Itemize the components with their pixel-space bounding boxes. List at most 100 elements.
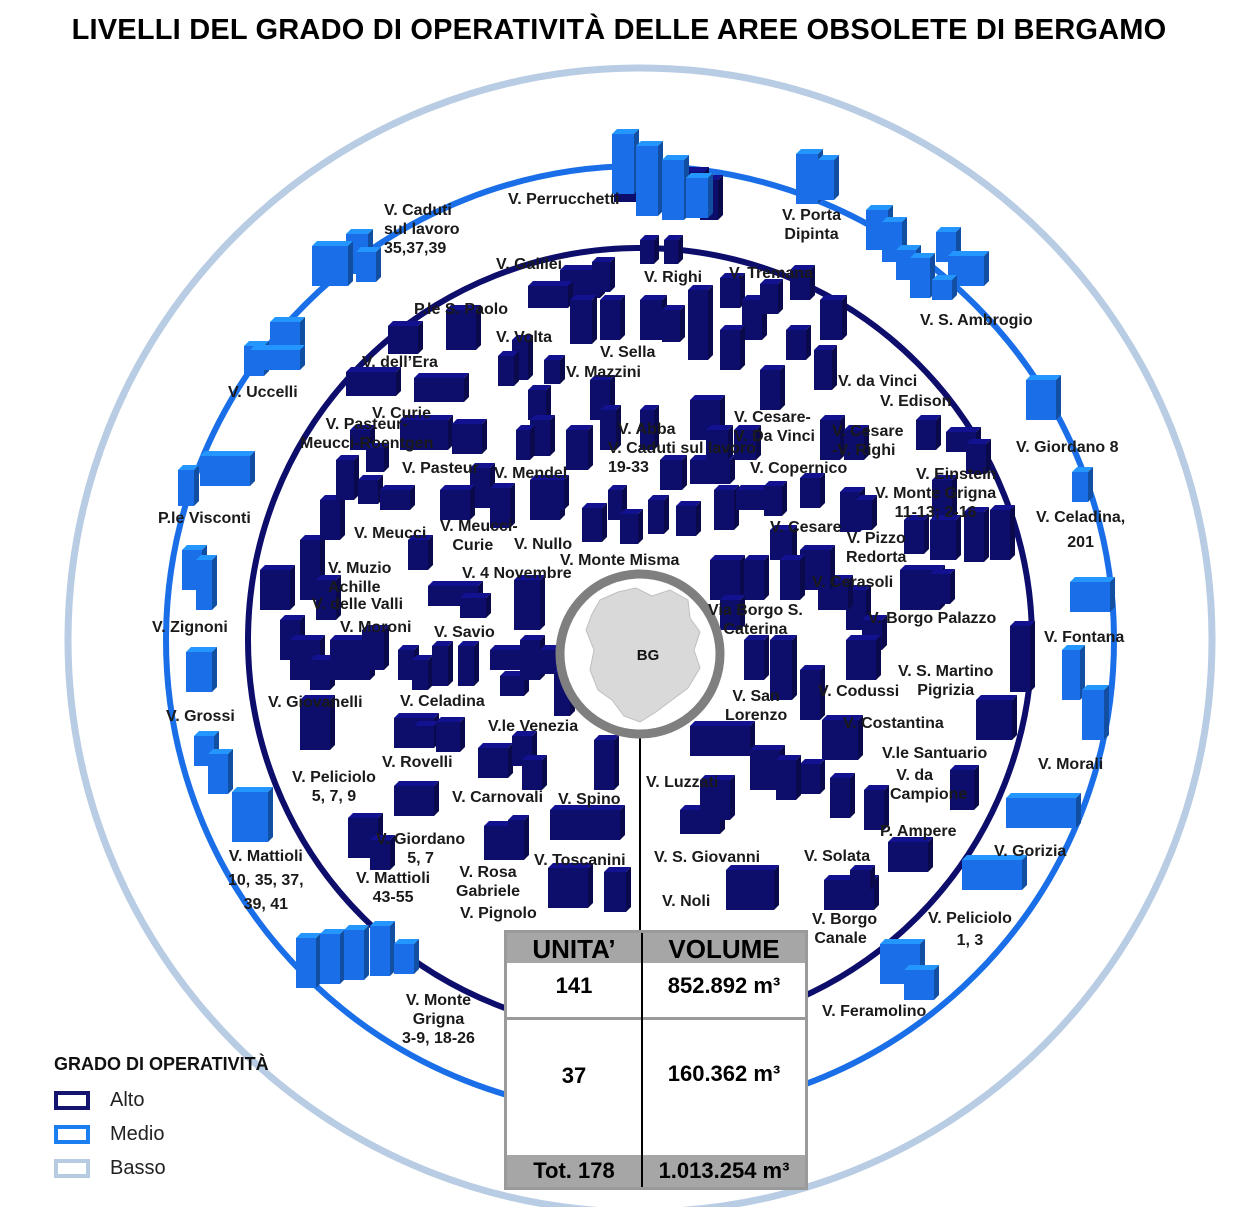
building-medio bbox=[178, 465, 199, 506]
label-da-campione: V. da Campione bbox=[890, 767, 968, 803]
label-vle-santuario: V.le Santuario bbox=[882, 745, 988, 762]
building-alto bbox=[640, 405, 659, 450]
building-medio bbox=[932, 275, 957, 300]
building-alto bbox=[498, 351, 519, 386]
building-alto bbox=[770, 635, 797, 700]
label-monte-grigna-3: V. Monte Grigna 3-9, 18-26 bbox=[402, 992, 475, 1047]
building-alto bbox=[414, 721, 439, 746]
building-alto bbox=[1010, 621, 1035, 692]
label-da-vinci: V. da Vinci bbox=[838, 373, 918, 390]
building-alto bbox=[660, 455, 687, 490]
building-alto bbox=[414, 373, 469, 402]
label-copernico: V. Copernico bbox=[750, 460, 848, 477]
building-alto bbox=[976, 695, 1017, 740]
label-celadina-201: V. Celadina, 201 bbox=[1036, 509, 1126, 551]
label-giordano-8: V. Giordano 8 bbox=[1016, 439, 1119, 456]
label-zignoni: V. Zignoni bbox=[152, 619, 228, 636]
label-peliciolo-579: V. Peliciolo 5, 7, 9 bbox=[292, 769, 376, 805]
building-alto bbox=[800, 665, 825, 720]
building-alto bbox=[458, 641, 479, 686]
building-alto bbox=[776, 755, 801, 800]
building-alto bbox=[346, 367, 401, 396]
building-alto bbox=[780, 555, 805, 600]
building-medio bbox=[612, 129, 639, 194]
building-alto bbox=[864, 785, 889, 830]
building-alto bbox=[400, 415, 453, 450]
building-medio bbox=[1062, 645, 1085, 700]
label-s-giovanni: V. S. Giovanni bbox=[654, 849, 761, 866]
building-alto bbox=[790, 265, 815, 300]
building-alto bbox=[662, 305, 685, 342]
building-alto bbox=[800, 473, 825, 508]
building-alto bbox=[490, 483, 515, 528]
label-fontana: V. Fontana bbox=[1044, 629, 1125, 646]
building-alto bbox=[516, 425, 535, 460]
building-medio bbox=[320, 929, 345, 984]
label-gorizia: V. Gorizia bbox=[994, 843, 1067, 860]
building-alto bbox=[370, 835, 395, 870]
label-caduti-lavoro-35: V. Caduti sul lavoro 35,37,39 bbox=[384, 202, 460, 257]
building-alto bbox=[764, 481, 787, 516]
label-delle-valli: V. delle Valli bbox=[312, 596, 404, 613]
legend-title: GRADO DI OPERATIVITÀ bbox=[54, 1054, 269, 1074]
building-alto bbox=[528, 385, 551, 420]
building-alto bbox=[820, 295, 847, 340]
label-cerasoli: V. Cerasoli bbox=[812, 574, 894, 591]
building-alto bbox=[720, 273, 745, 308]
building-medio bbox=[818, 155, 839, 200]
label-celadina: V. Celadina bbox=[400, 693, 485, 710]
header-units: UNITA’ bbox=[507, 933, 641, 964]
label-pizzo-redorta: V. Pizzo Redorta bbox=[846, 530, 907, 566]
building-medio bbox=[250, 345, 305, 370]
label-volta: V. Volta bbox=[496, 329, 553, 346]
building-alto bbox=[620, 509, 643, 544]
label-perrucchetti: V. Perrucchetti bbox=[508, 191, 620, 208]
building-medio bbox=[296, 933, 321, 988]
label-tremana: V. Tremana bbox=[729, 265, 813, 282]
legend-swatch-alto bbox=[54, 1091, 90, 1110]
bergamo-map-shape bbox=[585, 587, 701, 723]
total-units: Tot. 178 bbox=[507, 1155, 641, 1187]
label-abba: V. Abba bbox=[618, 421, 676, 438]
building-alto bbox=[566, 425, 593, 470]
building-alto bbox=[760, 365, 785, 410]
row-alto-units: 141 bbox=[555, 973, 593, 998]
building-alto bbox=[814, 345, 837, 390]
building-medio bbox=[356, 247, 381, 282]
building-alto bbox=[582, 503, 607, 542]
building-medio bbox=[394, 939, 419, 974]
label-mendel: V. Mendel bbox=[494, 465, 568, 482]
building-alto bbox=[408, 535, 433, 570]
building-alto bbox=[744, 555, 769, 600]
building-alto bbox=[514, 575, 545, 630]
legend-swatch-basso bbox=[54, 1159, 90, 1178]
building-alto bbox=[570, 295, 597, 344]
building-medio bbox=[196, 555, 217, 610]
center-label: BG bbox=[637, 647, 660, 664]
building-alto bbox=[770, 525, 797, 560]
label-s-martino: V. S. Martino Pigrizia bbox=[898, 663, 994, 699]
building-alto bbox=[600, 405, 621, 450]
label-nullo: V. Nullo bbox=[514, 536, 573, 553]
label-righi: V. Righi bbox=[644, 269, 703, 286]
building-alto bbox=[720, 325, 745, 370]
label-noli: V. Noli bbox=[662, 893, 711, 910]
label-morali: V. Morali bbox=[1038, 756, 1104, 773]
building-alto bbox=[664, 235, 683, 264]
label-monte-grigna-11: V. Monte Grigna 11-13; 2-16 bbox=[875, 485, 997, 521]
building-alto bbox=[544, 355, 565, 384]
building-alto bbox=[412, 655, 433, 690]
building-medio bbox=[232, 787, 273, 842]
building-alto bbox=[436, 717, 465, 752]
building-alto bbox=[760, 279, 783, 314]
label-porta-dipinta: V. Porta Dipinta bbox=[782, 207, 841, 243]
building-medio bbox=[636, 141, 663, 216]
building-alto bbox=[700, 775, 735, 820]
label-san-lorenzo: V. San Lorenzo bbox=[725, 688, 788, 724]
building-alto bbox=[592, 257, 615, 292]
label-pignolo: V. Pignolo bbox=[460, 905, 537, 922]
building-alto bbox=[452, 419, 487, 454]
building-alto bbox=[548, 475, 569, 510]
building-alto bbox=[260, 565, 295, 610]
building-alto bbox=[320, 495, 345, 540]
